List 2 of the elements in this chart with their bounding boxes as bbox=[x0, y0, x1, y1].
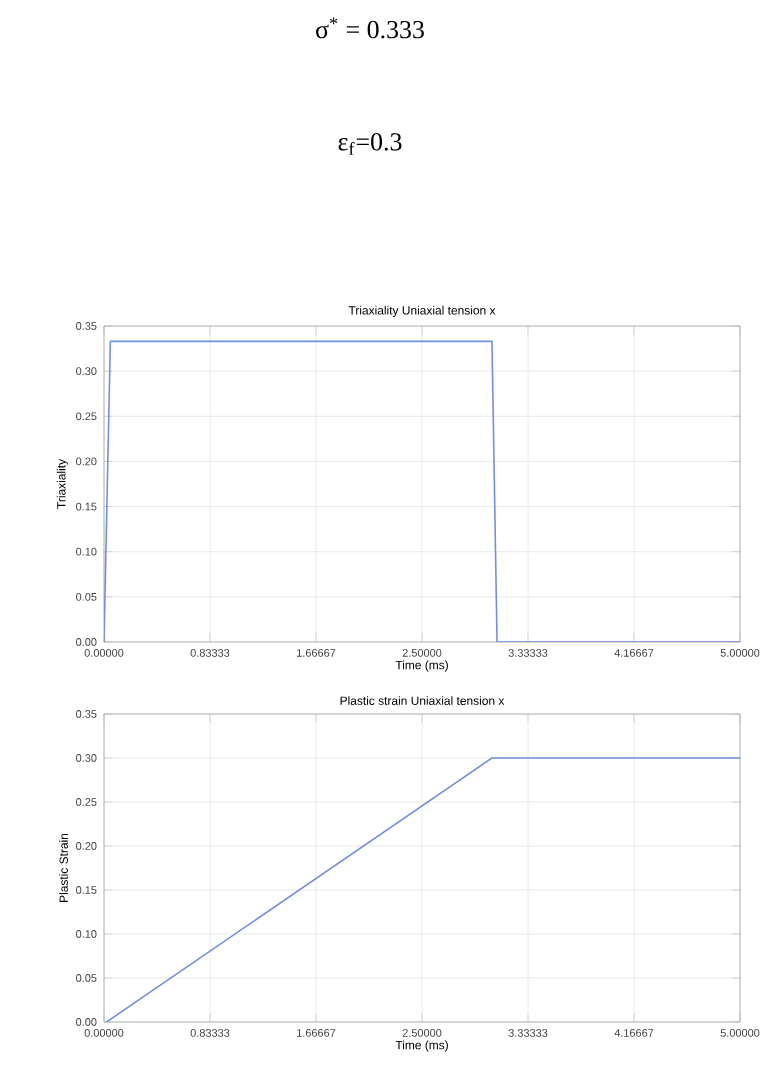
text: σ$^{*}$ = 0.333 bbox=[316, 17, 424, 39]
text: ε$_{f}$=0.3 bbox=[338, 133, 402, 155]
